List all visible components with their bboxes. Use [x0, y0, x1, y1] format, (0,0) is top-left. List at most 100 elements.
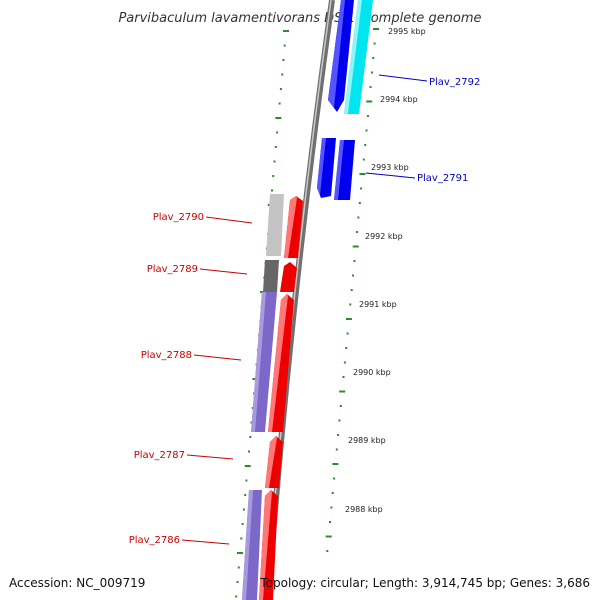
tick-mark — [245, 479, 248, 482]
tick-mark — [373, 42, 376, 45]
tick-mark — [235, 595, 238, 598]
tick-mark — [356, 231, 359, 233]
gene-plav-2790-shade — [284, 196, 297, 258]
gene-label[interactable]: Plav_2786 — [129, 535, 180, 546]
tick-mark — [274, 146, 277, 148]
gene-label[interactable]: Plav_2792 — [429, 77, 480, 88]
tick-mark — [366, 100, 373, 103]
tick-label: 2988 kbp — [345, 505, 383, 514]
gene-plav-2791-shade — [334, 140, 344, 200]
tick-label: 2993 kbp — [371, 163, 409, 172]
gene-plav-2787-shade — [265, 436, 277, 488]
tick-mark — [248, 450, 250, 453]
tick-mark — [352, 274, 354, 277]
tick-mark — [281, 73, 284, 76]
tick-label: 2991 kbp — [359, 300, 397, 309]
inner-tick-dots — [325, 28, 379, 552]
gene-plav-2789-gray[interactable] — [263, 260, 279, 292]
tick-mark — [357, 216, 360, 219]
gene-label[interactable]: Plav_2788 — [141, 350, 192, 361]
tick-mark — [360, 187, 363, 190]
tick-mark — [275, 117, 282, 119]
tick-mark — [244, 494, 247, 496]
tick-mark — [242, 508, 245, 511]
tick-mark — [276, 131, 279, 134]
gene-leader-line — [199, 268, 248, 275]
accession-text: Accession: NC_009719 — [9, 576, 145, 590]
tick-mark — [237, 566, 240, 569]
tick-mark — [339, 390, 346, 393]
tick-mark — [343, 361, 346, 364]
gene-label[interactable]: Plav_2789 — [147, 264, 198, 275]
tick-mark — [345, 318, 352, 320]
backbone-ring — [265, 0, 335, 600]
tick-mark — [236, 581, 239, 583]
gene-leader-line — [378, 74, 428, 82]
topology-text: Topology: circular; Length: 3,914,745 bp… — [259, 576, 590, 590]
tick-mark — [373, 28, 379, 30]
tick-mark — [244, 465, 251, 467]
map-title: Parvibaculum lavamentivorans DS-1, compl… — [118, 11, 481, 26]
tick-mark — [331, 492, 334, 494]
tick-label: 2994 kbp — [380, 95, 418, 104]
tick-mark — [350, 289, 353, 291]
tick-mark — [330, 506, 333, 509]
tick-mark — [250, 421, 253, 424]
tick-mark — [332, 463, 339, 465]
gene-plav-2786-slate-shade — [242, 490, 253, 600]
tick-mark — [283, 30, 289, 32]
tick-mark — [342, 376, 345, 378]
tick-mark — [272, 175, 275, 177]
tick-mark — [364, 144, 367, 146]
tick-mark — [345, 347, 348, 349]
gene-plav-2786-shade — [259, 490, 272, 600]
tick-mark — [366, 115, 369, 117]
tick-labels: 2995 kbp 2994 kbp 2993 kbp 2992 kbp 2991 kbp… — [345, 27, 426, 514]
gene-plav-2790-gray[interactable] — [266, 194, 284, 256]
tick-label: 2989 kbp — [348, 436, 386, 445]
tick-mark — [249, 436, 252, 438]
tick-mark — [329, 521, 331, 523]
gene-leader-line — [365, 172, 416, 179]
tick-label: 2990 kbp — [353, 368, 391, 377]
tick-mark — [325, 535, 332, 538]
gene-plav-2792-shade — [344, 0, 362, 114]
tick-label: 2995 kbp — [388, 27, 426, 36]
tick-mark — [278, 102, 281, 105]
gene-plav-2789[interactable] — [280, 262, 297, 292]
tick-mark — [370, 71, 373, 74]
tick-mark — [251, 407, 254, 409]
tick-mark — [372, 57, 375, 59]
tick-mark — [346, 332, 349, 335]
tick-mark — [358, 202, 361, 204]
tick-mark — [241, 523, 244, 525]
gene-leader-line — [193, 354, 242, 361]
tick-mark — [362, 158, 365, 161]
tick-label: 2992 kbp — [365, 232, 403, 241]
forward-genes — [242, 194, 303, 600]
gene-labels: Plav_2792 Plav_2791 Plav_2790 Plav_2789 Plav… — [129, 74, 480, 546]
tick-mark — [333, 477, 336, 480]
tick-mark — [339, 405, 342, 407]
gene-label[interactable]: Plav_2787 — [134, 450, 185, 461]
gene-plav-2792-inner-shade — [328, 0, 345, 108]
tick-mark — [359, 173, 366, 175]
tick-mark — [237, 552, 243, 554]
gene-label[interactable]: Plav_2791 — [417, 173, 468, 184]
tick-mark — [283, 44, 286, 47]
tick-mark — [337, 434, 340, 436]
reverse-genes — [317, 0, 373, 200]
tick-mark — [273, 160, 276, 163]
tick-mark — [279, 88, 282, 90]
tick-mark — [240, 537, 243, 540]
tick-mark — [335, 448, 338, 451]
tick-mark — [353, 260, 356, 262]
tick-mark — [369, 86, 372, 88]
tick-mark — [338, 419, 341, 422]
gene-plav-2788-slate-shade — [251, 292, 266, 432]
gene-label[interactable]: Plav_2790 — [153, 212, 204, 223]
gene-leader-line — [186, 454, 234, 460]
tick-mark — [349, 303, 352, 306]
gene-leader-line — [205, 216, 253, 224]
